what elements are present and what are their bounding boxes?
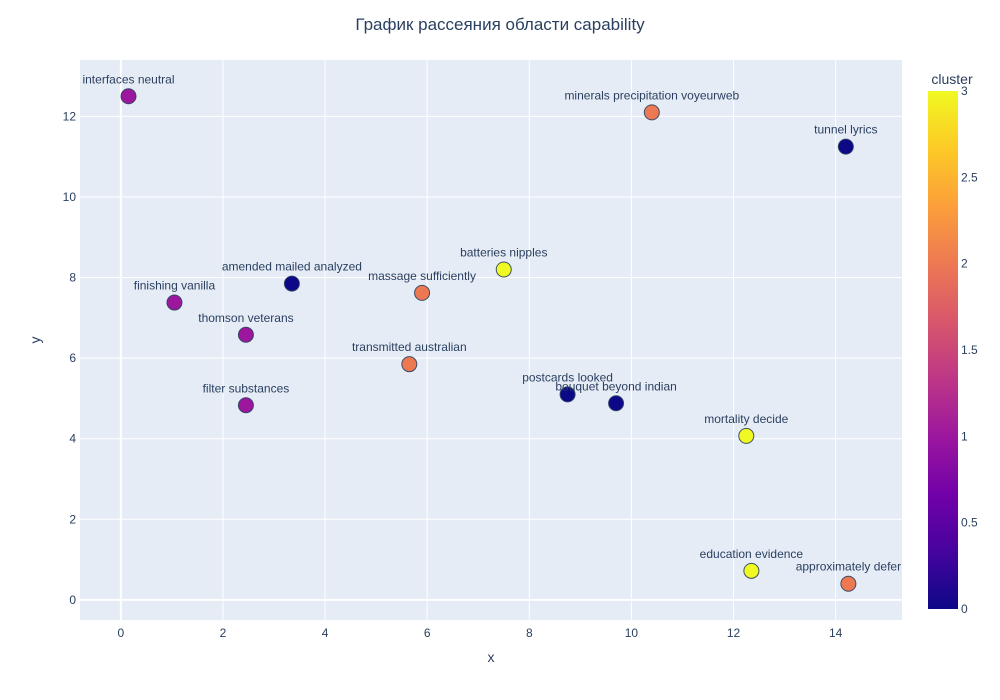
x-axis-ticks: 0 2 4 6 8 10 12 14 — [118, 626, 843, 640]
y-axis-ticks: 0 2 4 6 8 10 12 — [63, 109, 77, 606]
point-label: amended mailed analyzed — [222, 260, 362, 274]
x-tick-label: 8 — [526, 626, 533, 640]
colorbar-ticks: 0 0.5 1 1.5 2 2.5 3 — [961, 84, 978, 616]
colorbar-tick-label: 0.5 — [961, 516, 978, 530]
scatter-point — [401, 356, 418, 373]
point-label: thomson veterans — [198, 311, 293, 325]
colorbar-title: cluster — [931, 71, 973, 87]
y-tick-label: 0 — [69, 593, 76, 607]
scatter-point — [840, 575, 857, 592]
colorbar-tick-label: 3 — [961, 84, 968, 98]
colorbar-tick-label: 1 — [961, 429, 968, 443]
scatter-point — [237, 397, 254, 414]
scatter-point — [283, 275, 300, 292]
data-points: interfaces neutral minerals precipitation… — [82, 72, 901, 592]
x-tick-label: 0 — [118, 626, 125, 640]
x-axis-label: x — [488, 649, 495, 665]
colorbar-tick-label: 1.5 — [961, 343, 978, 357]
point-label: transmitted australian — [352, 340, 467, 354]
point-label: approximately defer — [796, 560, 901, 574]
colorbar-tick-label: 2.5 — [961, 170, 978, 184]
x-tick-label: 4 — [322, 626, 329, 640]
colorbar-tick-label: 2 — [961, 257, 968, 271]
point-label: mortality decide — [704, 412, 788, 426]
colorbar-tick-label: 0 — [961, 602, 968, 616]
point-label: interfaces neutral — [82, 72, 174, 86]
scatter-point — [495, 261, 512, 278]
colorbar: cluster 0 0.5 1 1.5 2 2.5 3 — [928, 71, 978, 616]
point-label: filter substances — [203, 381, 290, 395]
scatter-point — [837, 138, 854, 155]
y-tick-label: 2 — [69, 512, 76, 526]
point-label: postcards looked — [522, 370, 613, 384]
y-tick-label: 4 — [69, 432, 76, 446]
y-axis-label: y — [27, 337, 43, 344]
plot-area — [80, 60, 902, 620]
scatter-point — [738, 427, 755, 444]
scatter-point — [166, 294, 183, 311]
scatter-point — [237, 326, 254, 343]
x-tick-label: 14 — [829, 626, 843, 640]
x-tick-label: 2 — [220, 626, 227, 640]
point-label: massage sufficiently — [368, 269, 476, 283]
point-label: education evidence — [700, 547, 804, 561]
scatter-point — [120, 88, 137, 105]
y-tick-label: 10 — [63, 190, 77, 204]
x-tick-label: 12 — [727, 626, 741, 640]
scatter-point — [559, 386, 576, 403]
point-label: batteries nipples — [460, 245, 547, 259]
point-label: finishing vanilla — [134, 279, 216, 293]
point-label: minerals precipitation voyeurweb — [564, 88, 739, 102]
point-label: tunnel lyrics — [814, 123, 877, 137]
scatter-point — [643, 104, 660, 121]
chart-title: График рассеяния области capability — [355, 15, 645, 34]
scatter-point — [608, 395, 625, 412]
scatter-point — [743, 562, 760, 579]
point-label: bouquet beyond indian — [555, 379, 676, 393]
colorbar-gradient — [928, 91, 958, 609]
scatter-point — [414, 284, 431, 301]
x-tick-label: 6 — [424, 626, 431, 640]
y-tick-label: 12 — [63, 109, 77, 123]
y-tick-label: 6 — [69, 351, 76, 365]
grid-lines — [80, 60, 902, 620]
x-tick-label: 10 — [625, 626, 639, 640]
y-tick-label: 8 — [69, 271, 76, 285]
